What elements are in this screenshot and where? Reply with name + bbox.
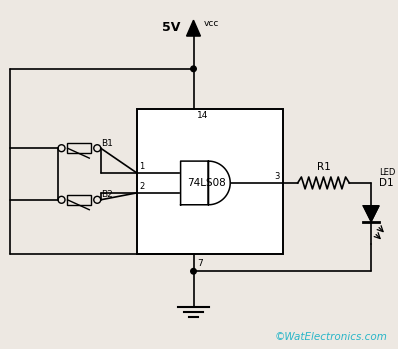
Circle shape — [191, 268, 196, 274]
Text: 5V: 5V — [162, 21, 181, 34]
Polygon shape — [363, 206, 379, 222]
Text: ©WatElectronics.com: ©WatElectronics.com — [274, 332, 387, 342]
Text: 1: 1 — [139, 162, 144, 171]
Text: B2: B2 — [101, 190, 113, 199]
Text: 2: 2 — [139, 182, 144, 191]
Text: D1: D1 — [379, 178, 394, 188]
Circle shape — [191, 66, 196, 72]
Polygon shape — [181, 161, 230, 205]
Bar — [68, 143, 91, 153]
Polygon shape — [187, 20, 201, 36]
Text: 14: 14 — [197, 111, 208, 120]
Text: 7: 7 — [197, 259, 203, 268]
Bar — [137, 109, 283, 254]
Text: LED: LED — [379, 168, 396, 177]
Text: 3: 3 — [275, 172, 280, 181]
Text: 74LS08: 74LS08 — [187, 178, 226, 188]
Text: R1: R1 — [317, 162, 330, 172]
Text: B1: B1 — [101, 139, 113, 148]
Bar — [68, 195, 91, 205]
Text: vcc: vcc — [203, 19, 219, 28]
